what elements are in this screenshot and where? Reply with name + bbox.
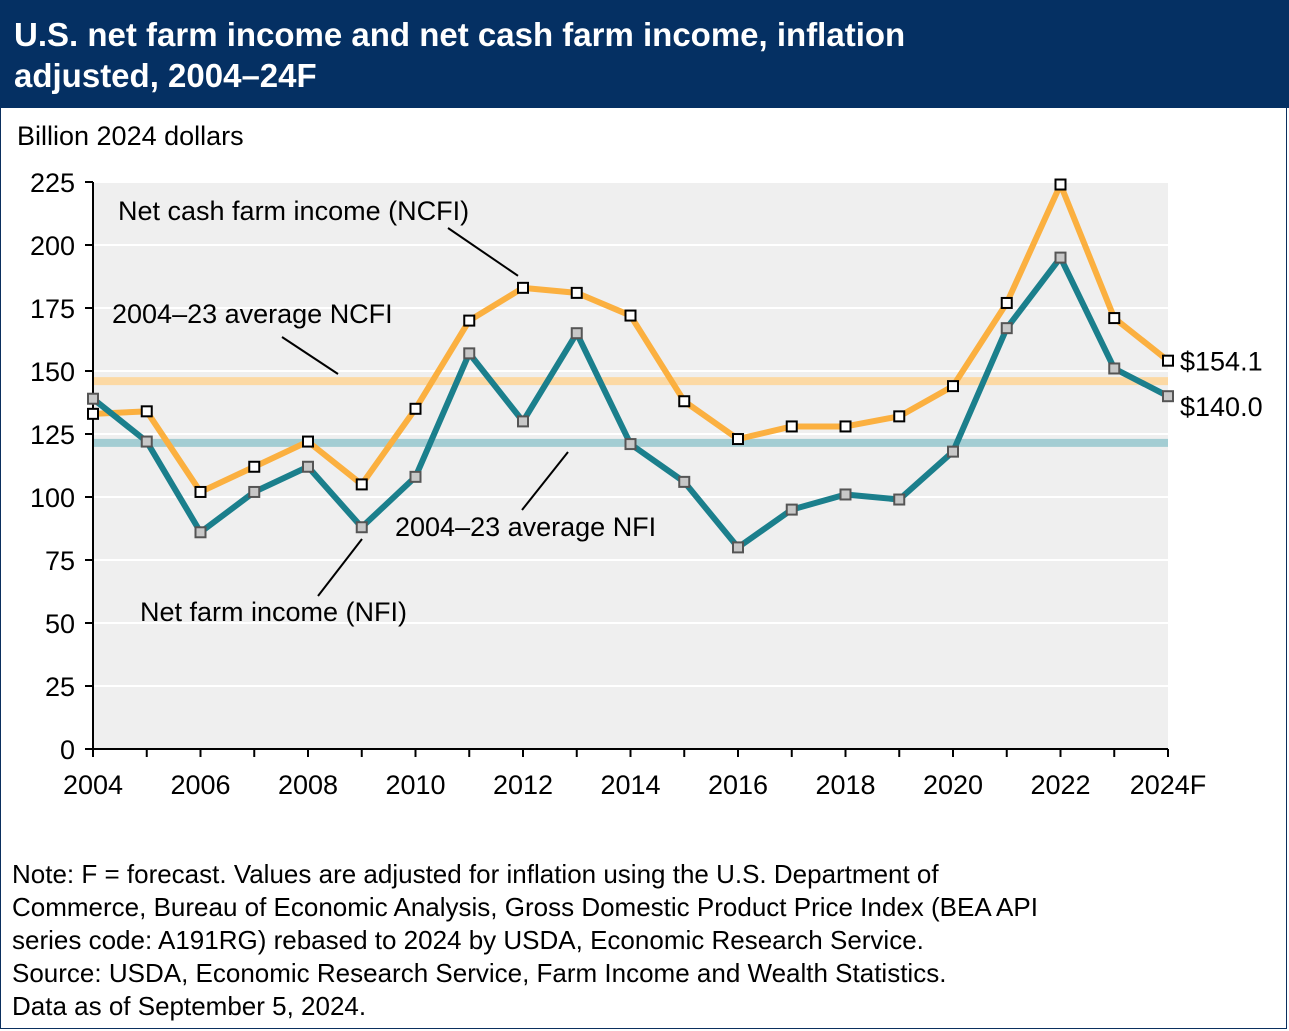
data-point-nfi (1054, 251, 1067, 264)
chart-title-line-2: adjusted, 2004–24F (14, 57, 317, 94)
data-point-nfi (839, 488, 852, 501)
series-label-nfi: Net farm income (NFI) (140, 597, 407, 627)
data-point-ncfi (947, 380, 959, 393)
x-tick-label: 2006 (170, 770, 230, 800)
data-point-nfi (248, 485, 261, 498)
x-tick-label: 2014 (600, 770, 660, 800)
data-point-nfi (87, 392, 99, 405)
data-point-ncfi (463, 314, 476, 327)
plot-area (93, 182, 1168, 749)
data-point-nfi (409, 470, 422, 483)
data-point-nfi (893, 493, 906, 506)
data-point-nfi (140, 435, 153, 448)
x-tick-label: 2016 (708, 770, 768, 800)
y-axis-units-label: Billion 2024 dollars (17, 121, 244, 151)
data-point-nfi (947, 445, 959, 458)
x-tick-label: 2024F (1130, 770, 1207, 800)
y-tick-label: 75 (45, 546, 75, 576)
data-point-nfi (1108, 362, 1121, 375)
data-point-nfi (732, 541, 744, 554)
data-point-ncfi (302, 435, 314, 448)
data-point-nfi (678, 475, 691, 488)
average-label-nfi: 2004–23 average NFI (395, 512, 656, 542)
leader-line-nfi (317, 538, 363, 597)
data-point-nfi (1162, 390, 1174, 403)
y-tick-label: 0 (60, 735, 75, 765)
chart-title: U.S. net farm income and net cash farm i… (14, 14, 1264, 96)
note-line-5: Data as of September 5, 2024. (12, 991, 367, 1021)
data-point-ncfi (570, 286, 583, 299)
average-label-ncfi: 2004–23 average NCFI (112, 299, 393, 329)
note-line-1: Note: F = forecast. Values are adjusted … (12, 859, 939, 889)
x-tick-label: 2022 (1030, 770, 1090, 800)
line-chart: 0 25 50 75 100 125 150 175 200 225 2004 2006 2008 201… (30, 168, 1263, 800)
series-label-ncfi: Net cash farm income (NCFI) (118, 196, 469, 226)
data-point-ncfi (517, 281, 529, 294)
data-point-ncfi (355, 478, 368, 491)
data-point-ncfi (87, 407, 99, 420)
data-point-ncfi (194, 485, 207, 498)
data-point-nfi (1000, 322, 1013, 335)
data-point-ncfi (893, 410, 906, 423)
data-point-nfi (194, 526, 207, 539)
data-point-ncfi (1162, 354, 1174, 367)
data-point-ncfi (785, 420, 798, 433)
data-point-ncfi (839, 420, 852, 433)
data-point-ncfi (409, 402, 422, 415)
y-tick-label: 100 (30, 483, 75, 513)
data-point-ncfi (624, 309, 637, 322)
chart-title-line-1: U.S. net farm income and net cash farm i… (14, 16, 906, 53)
data-point-nfi (355, 521, 368, 534)
note-line-4: Source: USDA, Economic Research Service,… (12, 958, 947, 988)
note-line-3: series code: A191RG) rebased to 2024 by … (12, 925, 924, 955)
y-tick-label: 175 (30, 294, 75, 324)
x-tick-label: 2018 (815, 770, 875, 800)
y-tick-label: 25 (45, 672, 75, 702)
data-point-nfi (302, 460, 314, 473)
data-point-nfi (463, 347, 476, 360)
y-tick-label: 150 (30, 357, 75, 387)
data-point-ncfi (1108, 312, 1121, 325)
data-point-ncfi (248, 460, 261, 473)
x-tick-label: 2020 (923, 770, 983, 800)
data-point-ncfi (140, 405, 153, 418)
x-tick-label: 2004 (63, 770, 123, 800)
end-label-ncfi: $154.1 (1180, 347, 1263, 377)
data-point-ncfi (1054, 178, 1067, 191)
x-tick-label: 2008 (278, 770, 338, 800)
leader-line-nfi-average (521, 451, 569, 511)
data-point-ncfi (1000, 296, 1013, 309)
data-point-nfi (624, 438, 637, 451)
y-tick-label: 50 (45, 609, 75, 639)
leader-line-ncfi (447, 227, 519, 277)
leader-line-ncfi-average (281, 336, 339, 375)
end-label-nfi: $140.0 (1180, 392, 1263, 422)
y-tick-label: 200 (30, 231, 75, 261)
data-point-ncfi (732, 433, 744, 446)
data-point-nfi (517, 415, 529, 428)
data-point-nfi (570, 327, 583, 340)
y-tick-label: 225 (30, 168, 75, 198)
title-banner: U.S. net farm income and net cash farm i… (0, 0, 1289, 108)
chart-note: Note: F = forecast. Values are adjusted … (12, 858, 1277, 1023)
y-tick-label: 125 (30, 420, 75, 450)
note-line-2: Commerce, Bureau of Economic Analysis, G… (12, 892, 1038, 922)
data-point-ncfi (678, 395, 691, 408)
data-point-nfi (785, 503, 798, 516)
x-tick-label: 2010 (385, 770, 445, 800)
x-tick-label: 2012 (493, 770, 553, 800)
